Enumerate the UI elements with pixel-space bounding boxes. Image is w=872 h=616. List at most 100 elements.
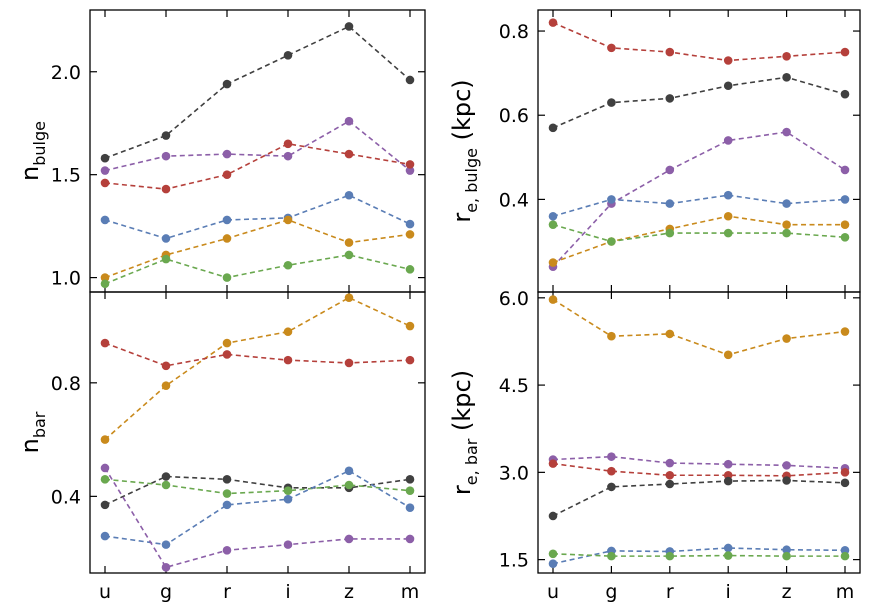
y-axis-title-subscript: bulge [30, 121, 49, 166]
data-point-orange [723, 211, 733, 221]
data-point-black [548, 511, 558, 521]
data-point-purple [222, 149, 232, 159]
y-tick-label: 0.4 [499, 189, 529, 211]
series-line-green [104, 254, 411, 285]
data-point-blue [548, 559, 558, 568]
data-point-red [840, 47, 850, 57]
data-point-orange [283, 327, 293, 337]
data-point-blue [100, 215, 110, 225]
plot-frame [89, 9, 426, 293]
x-tick-label: z [782, 581, 792, 603]
data-point-blue [344, 466, 354, 476]
data-point-green [100, 279, 110, 289]
data-point-purple [723, 459, 733, 469]
y-axis-title-subscript: e, bulge [462, 148, 481, 213]
data-point-purple [222, 545, 232, 555]
data-point-orange [100, 435, 110, 444]
series-line-blue [104, 194, 411, 240]
data-point-red [222, 170, 232, 179]
y-tick-label: 1.0 [51, 268, 81, 290]
series-line-blue [552, 194, 846, 218]
data-point-black [665, 94, 675, 103]
data-point-red [607, 43, 616, 53]
data-point-purple [665, 165, 675, 175]
y-axis-title: re, bulge (kpc) [448, 79, 481, 222]
data-point-green [548, 220, 558, 229]
data-point-blue [665, 199, 675, 208]
series-line-purple [552, 455, 846, 470]
data-point-orange [665, 329, 675, 339]
y-axis-title: nbar [16, 411, 49, 453]
data-point-purple [161, 563, 171, 572]
data-point-green [723, 228, 733, 238]
data-point-orange [161, 381, 171, 390]
series-line-black [552, 76, 846, 129]
data-point-black [723, 81, 733, 91]
y-axis-title-unit: (kpc) [448, 79, 476, 148]
data-point-orange [405, 321, 415, 331]
data-point-red [283, 355, 293, 365]
data-point-blue [782, 199, 791, 208]
series-line-green [552, 553, 845, 557]
data-point-red [723, 56, 733, 65]
data-point-purple [723, 136, 733, 145]
x-tick-label: m [401, 581, 420, 603]
data-point-green [222, 273, 232, 282]
x-tick-label: r [223, 581, 231, 603]
data-point-blue [723, 190, 733, 200]
data-point-green [344, 480, 354, 490]
data-point-blue [723, 543, 733, 553]
data-point-orange [100, 273, 110, 282]
x-tick-label: r [666, 581, 674, 603]
series-line-red [104, 142, 411, 190]
data-point-black [100, 153, 110, 163]
series-line-green [552, 223, 846, 243]
series-line-orange [552, 298, 846, 356]
series-line-red [104, 342, 411, 367]
series-line-purple [104, 120, 411, 172]
data-point-red [161, 361, 171, 371]
data-point-orange [222, 338, 232, 348]
series-line-black [552, 479, 846, 517]
series-line-green [104, 478, 411, 495]
data-point-blue [344, 190, 354, 200]
data-point-red [607, 466, 616, 476]
data-point-purple [161, 151, 171, 161]
data-point-black [548, 123, 558, 133]
y-axis-title-subscript: e, bar [462, 438, 481, 485]
data-point-orange [782, 220, 791, 229]
data-point-black [607, 482, 616, 492]
data-point-orange [840, 327, 850, 336]
data-point-green [344, 250, 354, 260]
series-line-blue [104, 469, 411, 546]
data-point-orange [607, 331, 616, 341]
data-point-green [405, 265, 415, 274]
data-point-blue [100, 531, 110, 541]
data-point-orange [723, 350, 733, 360]
data-point-green [782, 551, 791, 561]
data-point-green [161, 254, 171, 264]
y-tick-label: 1.5 [499, 550, 529, 572]
data-point-red [840, 468, 850, 477]
data-point-green [840, 232, 850, 242]
data-point-black [405, 475, 415, 484]
panel-n-bar: 0.4 0.8 u g r i z m nbar [16, 291, 426, 603]
data-point-orange [548, 258, 558, 267]
data-point-red [665, 47, 675, 57]
series-line-black [104, 25, 411, 159]
y-axis-title-main: n [16, 166, 44, 181]
plot-frame [537, 291, 861, 574]
panel-n-bulge: 1.0 1.5 2.0 nbulge [16, 9, 426, 293]
series-line-red [552, 21, 846, 62]
data-point-black [840, 478, 850, 488]
data-point-blue [405, 219, 415, 229]
y-tick-label: 3.0 [499, 462, 529, 484]
data-point-green [283, 260, 293, 270]
data-point-black [840, 89, 850, 99]
data-point-blue [222, 500, 232, 510]
data-point-blue [782, 545, 791, 555]
data-point-blue [405, 503, 415, 513]
data-point-black [222, 79, 232, 89]
data-point-green [548, 549, 558, 559]
